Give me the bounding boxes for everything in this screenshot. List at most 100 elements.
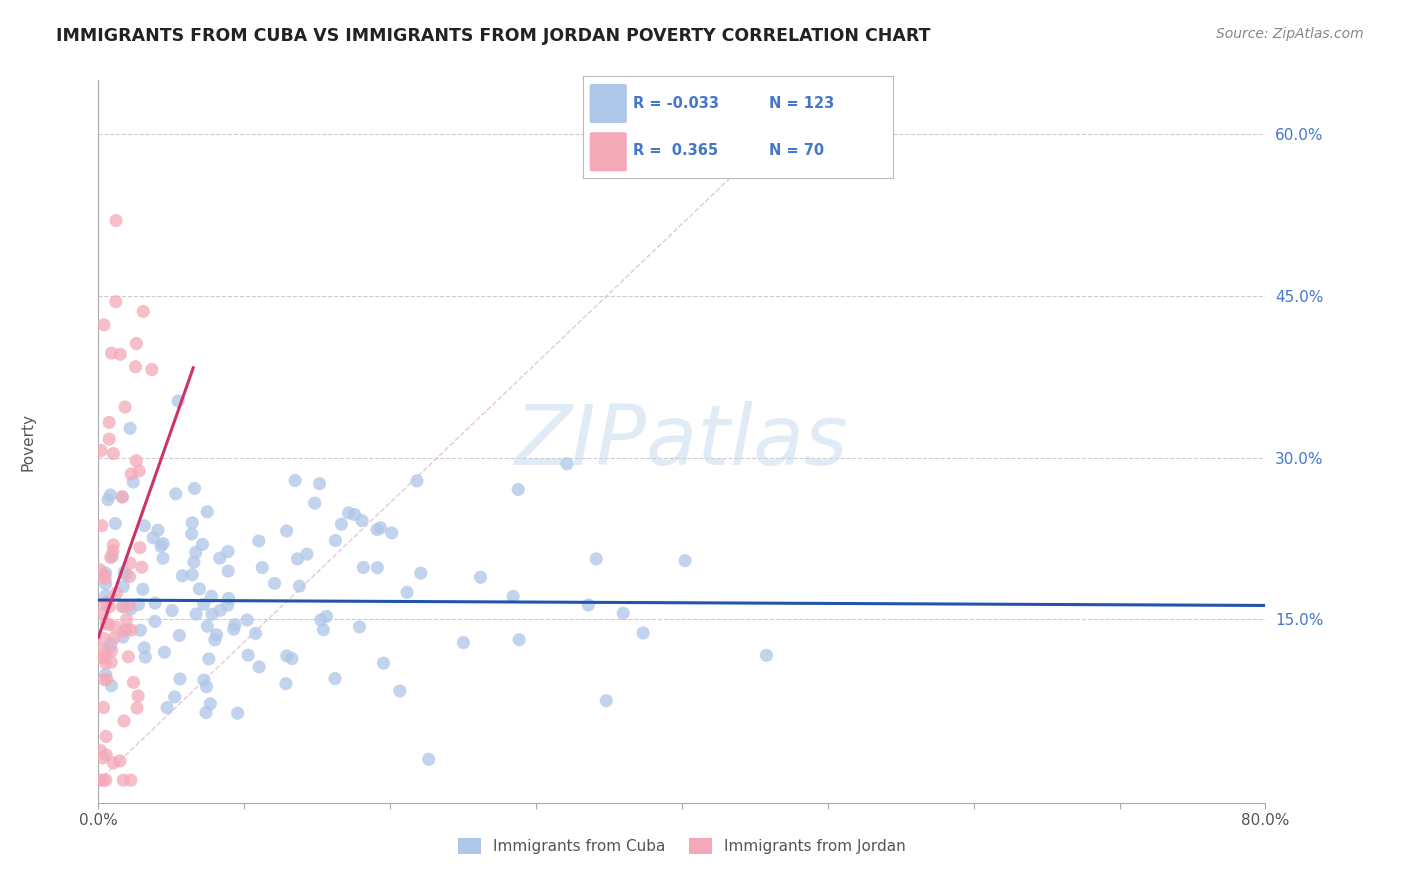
Point: [217, 598, 239, 612]
Point: [245, 626, 267, 640]
Point: [142, 531, 165, 545]
Point: [366, 523, 388, 537]
Point: [247, 660, 270, 674]
Point: [128, 541, 150, 555]
Point: [276, 648, 298, 663]
Point: [122, 675, 145, 690]
Point: [94, 589, 117, 603]
Point: [110, 347, 132, 361]
Point: [101, 549, 124, 564]
Point: [94, 566, 117, 581]
Point: [131, 560, 153, 574]
Point: [508, 632, 530, 647]
Point: [94, 773, 117, 788]
Point: [143, 615, 166, 629]
Point: [184, 545, 207, 559]
Point: [94, 657, 117, 671]
Point: [117, 649, 139, 664]
Point: [352, 560, 374, 574]
Point: [304, 496, 326, 510]
Point: [167, 394, 190, 409]
Text: R =  0.365: R = 0.365: [633, 144, 718, 158]
Point: [184, 607, 207, 621]
Point: [395, 585, 418, 599]
Point: [152, 536, 174, 550]
Point: [373, 656, 395, 670]
Point: [183, 555, 205, 569]
Point: [143, 596, 166, 610]
Text: N = 70: N = 70: [769, 144, 824, 158]
Point: [585, 552, 607, 566]
Point: [93, 673, 115, 687]
Point: [98, 599, 121, 614]
Point: [453, 635, 475, 649]
Point: [118, 569, 141, 583]
Point: [224, 617, 246, 632]
Point: [103, 631, 125, 645]
Point: [100, 644, 122, 658]
Point: [409, 566, 432, 581]
Point: [330, 517, 353, 532]
Point: [183, 482, 205, 496]
Point: [287, 552, 309, 566]
Point: [276, 524, 298, 538]
Point: [204, 632, 226, 647]
Point: [281, 651, 304, 665]
Point: [112, 714, 135, 728]
Point: [114, 400, 136, 414]
Point: [149, 539, 172, 553]
Point: [418, 752, 440, 766]
Point: [112, 565, 135, 579]
Point: [152, 551, 174, 566]
Point: [195, 706, 218, 720]
Point: [181, 516, 204, 530]
Point: [631, 626, 654, 640]
Point: [94, 577, 117, 591]
Point: [111, 490, 134, 504]
Point: [91, 642, 114, 657]
Point: [128, 464, 150, 478]
Point: [98, 488, 121, 502]
Point: [122, 475, 145, 489]
Point: [93, 632, 115, 646]
Point: [100, 655, 122, 669]
Point: [112, 599, 135, 614]
Point: [160, 603, 183, 617]
Point: [217, 544, 239, 558]
Point: [370, 521, 392, 535]
Point: [89, 743, 111, 757]
Point: [612, 607, 634, 621]
Point: [309, 613, 332, 627]
Point: [91, 650, 114, 665]
Point: [97, 492, 120, 507]
Point: [91, 606, 114, 620]
Point: [595, 693, 617, 707]
Point: [104, 213, 127, 227]
Point: [103, 756, 125, 770]
Point: [97, 641, 120, 656]
Point: [93, 700, 115, 714]
Point: [217, 564, 239, 578]
Point: [180, 527, 202, 541]
Point: [112, 624, 135, 638]
Point: [236, 648, 259, 662]
Point: [101, 544, 124, 558]
Point: [120, 773, 142, 788]
Point: [193, 597, 215, 611]
Point: [470, 570, 492, 584]
Point: [200, 697, 222, 711]
Text: IMMIGRANTS FROM CUBA VS IMMIGRANTS FROM JORDAN POVERTY CORRELATION CHART: IMMIGRANTS FROM CUBA VS IMMIGRANTS FROM …: [56, 27, 931, 45]
Text: R = -0.033: R = -0.033: [633, 96, 718, 111]
Point: [156, 700, 179, 714]
Text: N = 123: N = 123: [769, 96, 834, 111]
Point: [112, 580, 135, 594]
Point: [146, 523, 169, 537]
Point: [132, 582, 155, 597]
Point: [366, 560, 388, 574]
Point: [200, 589, 222, 603]
Point: [120, 556, 142, 570]
Point: [103, 446, 125, 460]
Point: [127, 689, 149, 703]
Point: [188, 582, 211, 596]
Point: [98, 432, 121, 446]
